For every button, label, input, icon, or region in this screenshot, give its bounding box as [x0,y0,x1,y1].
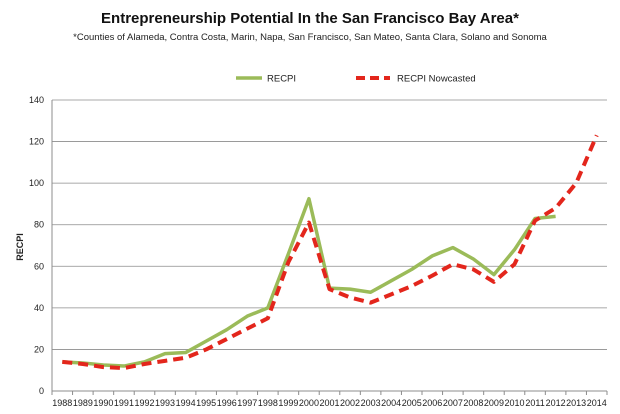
x-tick-label-1999: 1999 [278,398,298,408]
chart-title: Entrepreneurship Potential In the San Fr… [101,10,519,27]
x-tick-label-2014: 2014 [587,398,607,408]
y-tick-label-20: 20 [34,344,44,354]
legend: RECPI RECPI Nowcasted [236,74,476,85]
x-tick-label-1991: 1991 [114,398,134,408]
y-axis-title: RECPI [15,233,25,261]
x-tick-label-1993: 1993 [155,398,175,408]
x-tick-label-2006: 2006 [422,398,442,408]
x-tick-label-1992: 1992 [134,398,154,408]
x-tick-label-1996: 1996 [217,398,237,408]
x-tick-label-2013: 2013 [566,398,586,408]
x-tick-label-2001: 2001 [319,398,339,408]
x-tick-label-2009: 2009 [484,398,504,408]
x-tick-label-2002: 2002 [340,398,360,408]
x-tick-label-1990: 1990 [93,398,113,408]
x-tick-label-1989: 1989 [73,398,93,408]
chart-subtitle: *Counties of Alameda, Contra Costa, Mari… [73,32,547,43]
series-line-recpi [62,196,556,368]
x-tick-label-2003: 2003 [361,398,381,408]
x-tick-label-2004: 2004 [381,398,401,408]
grid-layer [52,99,607,350]
x-tick-label-1995: 1995 [196,398,216,408]
legend-label-recpi: RECPI [267,74,296,85]
x-tick-label-2008: 2008 [463,398,483,408]
x-tick-label-2000: 2000 [299,398,319,408]
x-tick-label-1994: 1994 [176,398,196,408]
x-tick-label-2005: 2005 [402,398,422,408]
y-tick-label-120: 120 [29,137,44,147]
x-tick-label-2011: 2011 [525,398,544,408]
x-tick-label-2010: 2010 [504,398,524,408]
y-tick-label-0: 0 [39,386,44,396]
y-tick-label-40: 40 [34,303,44,313]
y-tick-label-140: 140 [29,95,44,105]
y-tick-label-60: 60 [34,261,44,271]
y-tick-label-80: 80 [34,220,44,230]
legend-label-recpi-nowcasted: RECPI Nowcasted [397,74,476,85]
x-tick-label-2012: 2012 [546,398,566,408]
series-line-recpi-nowcasted [62,134,599,371]
x-tick-label-2007: 2007 [443,398,463,408]
x-tick-label-1997: 1997 [237,398,257,408]
x-tick-label-1988: 1988 [52,398,72,408]
y-tick-label-100: 100 [29,178,44,188]
x-tick-label-1998: 1998 [258,398,278,408]
series-layer [62,134,599,371]
